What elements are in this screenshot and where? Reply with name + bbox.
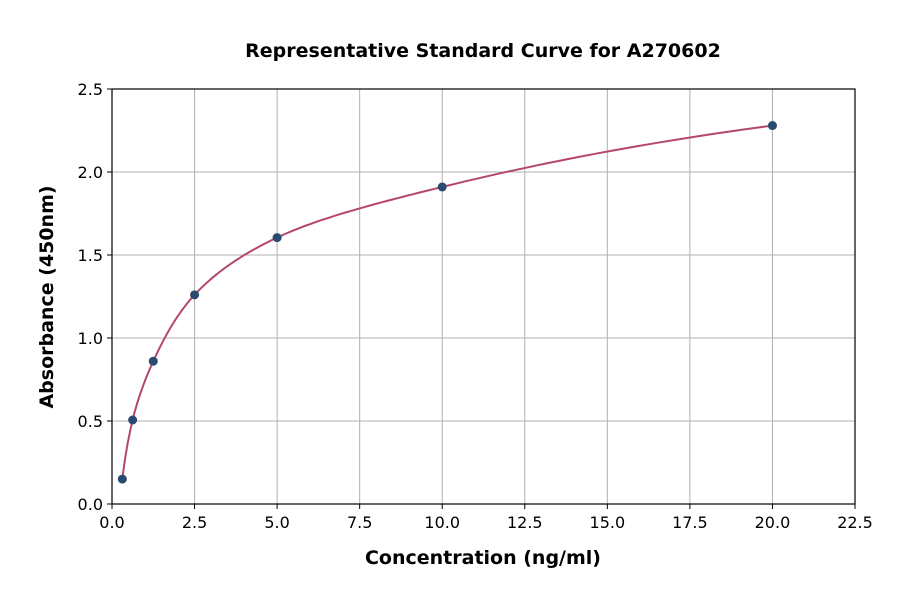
x-tick-label: 10.0 xyxy=(424,513,460,532)
data-point xyxy=(437,182,447,192)
data-point xyxy=(128,415,138,425)
y-tick-label: 2.0 xyxy=(78,163,103,182)
x-tick-label: 17.5 xyxy=(672,513,708,532)
y-tick-label: 0.5 xyxy=(78,412,103,431)
y-tick-label: 0.0 xyxy=(78,495,103,514)
chart-title: Representative Standard Curve for A27060… xyxy=(245,40,721,62)
data-point xyxy=(272,233,282,243)
y-tick-label: 2.5 xyxy=(78,80,103,99)
data-point xyxy=(148,356,158,366)
x-tick-label: 5.0 xyxy=(264,513,289,532)
x-tick-label: 7.5 xyxy=(347,513,372,532)
y-tick-label: 1.5 xyxy=(78,246,103,265)
x-tick-label: 20.0 xyxy=(755,513,791,532)
plot-frame xyxy=(111,88,856,505)
x-tick-label: 2.5 xyxy=(182,513,207,532)
x-tick-label: 15.0 xyxy=(590,513,626,532)
data-point xyxy=(767,121,777,131)
data-point xyxy=(117,474,127,484)
x-tick-label: 12.5 xyxy=(507,513,543,532)
x-tick-label: 0.0 xyxy=(99,513,124,532)
y-axis-label: Absorbance (450nm) xyxy=(36,185,58,408)
fit-curve xyxy=(121,124,773,480)
data-point xyxy=(190,290,200,300)
y-tick-label: 1.0 xyxy=(78,329,103,348)
x-tick-label: 22.5 xyxy=(837,513,873,532)
x-axis-label: Concentration (ng/ml) xyxy=(365,547,601,569)
